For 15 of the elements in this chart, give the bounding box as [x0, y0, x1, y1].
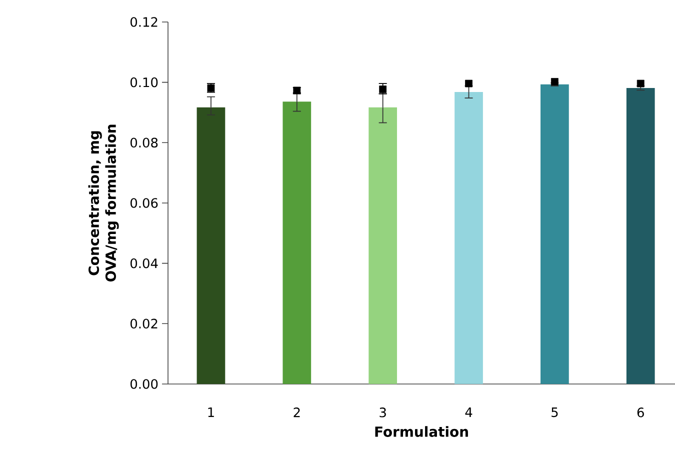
y-tick-label: 0.10: [130, 77, 158, 88]
x-tick-label: 4: [465, 408, 472, 417]
x-tick-label: 6: [637, 408, 644, 418]
x-tick-label: 2: [294, 408, 300, 418]
y-tick-label: 0.06: [130, 198, 158, 208]
x-tick-label: 5: [552, 408, 558, 418]
x-axis-title: Formulation: [375, 426, 468, 437]
y-tick-label: 0.08: [130, 138, 158, 148]
y-axis-title: Concentration, mg OVA/mg formulation: [88, 124, 119, 282]
y-tick-label: 0.12: [130, 17, 158, 27]
y-tick-label: 0.04: [130, 258, 158, 268]
x-tick-label: 1: [208, 408, 214, 417]
x-tick-label: 3: [380, 408, 386, 418]
y-tick-label: 0.00: [130, 379, 158, 389]
y-tick-label: 0.02: [130, 318, 158, 329]
